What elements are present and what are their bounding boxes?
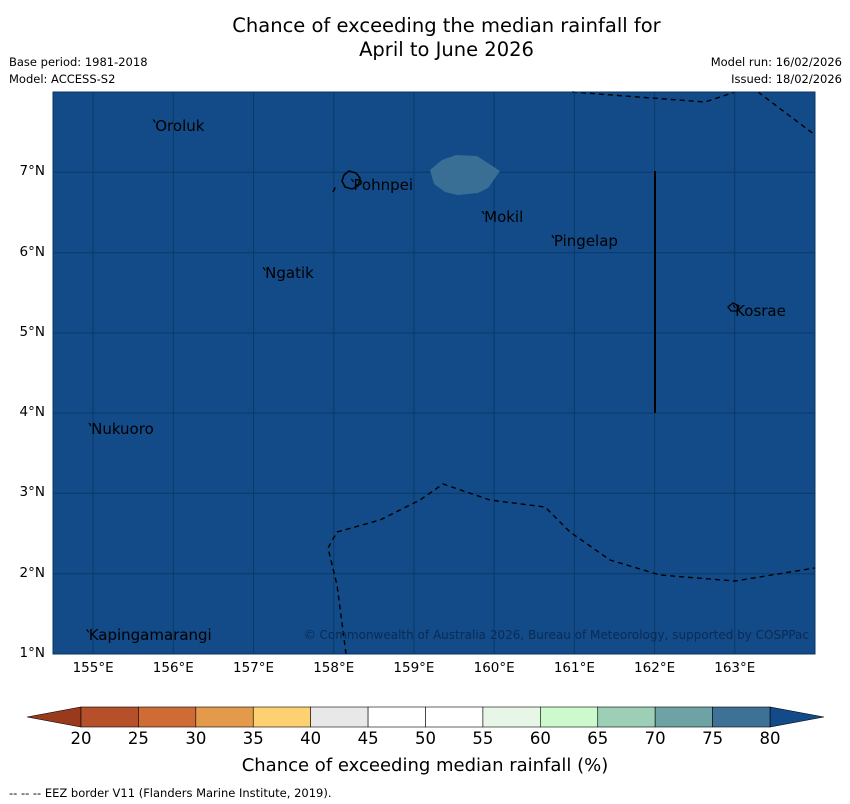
- colorbar-tick-label: 55: [472, 729, 494, 748]
- colorbar-segment: [425, 706, 484, 728]
- map-frame: [52, 91, 816, 655]
- lat-tick-label: 5°N: [19, 323, 45, 340]
- place-marker: [88, 422, 92, 427]
- lat-tick-label: 3°N: [19, 484, 45, 501]
- eez-border-pohnpei-stub: [332, 183, 338, 193]
- colorbar-segment: [252, 706, 311, 728]
- lat-tick-label: 7°N: [19, 163, 45, 180]
- lon-tick-label: 159°E: [393, 660, 435, 676]
- copyright-notice: © Commonwealth of Australia 2026, Bureau…: [303, 628, 809, 642]
- eez-border-northeast: [757, 91, 816, 136]
- colorbar-segment: [80, 706, 139, 728]
- lat-tick-label: 2°N: [19, 564, 45, 581]
- colorbar-tick-label: 40: [300, 729, 322, 748]
- colorbar-tick-label: 50: [415, 729, 436, 748]
- place-marker: [152, 119, 156, 123]
- colorbar-segment: [712, 706, 771, 728]
- place-marker: [262, 266, 266, 271]
- lon-tick-label: 157°E: [232, 660, 275, 676]
- colorbar-tick-label: 25: [127, 729, 149, 748]
- place-label: Kapingamarangi: [88, 626, 212, 645]
- pohnpei-island-outline: [341, 170, 361, 190]
- lon-tick-label: 162°E: [634, 660, 676, 676]
- colorbar-segment: [597, 706, 656, 728]
- colorbar-tick-label: 70: [644, 729, 666, 748]
- place-label: Mokil: [484, 208, 524, 227]
- place-marker: [732, 304, 736, 309]
- colorbar-segment: [367, 706, 426, 728]
- colorbar-segment: [540, 706, 599, 728]
- meta-right: Model run: 16/02/2026 Issued: 18/02/2026: [711, 54, 842, 88]
- place-label: Pingelap: [553, 232, 618, 251]
- eez-borders: [327, 91, 816, 655]
- place-marks: [86, 119, 736, 633]
- title-line-1: Chance of exceeding the median rainfall …: [232, 14, 661, 37]
- lat-tick-label: 1°N: [19, 645, 45, 661]
- colorbar-tick-label: 20: [70, 729, 92, 748]
- colorbar-segment: [310, 706, 369, 728]
- lon-tick-label: 155°E: [72, 660, 114, 676]
- colorbar-tick-label: 60: [529, 729, 551, 748]
- forecast-patch: [430, 155, 500, 195]
- place-marker: [481, 210, 485, 215]
- model-run: Model run: 16/02/2026: [710, 55, 842, 69]
- map-background: [53, 92, 815, 654]
- lon-tick-label: 161°E: [553, 660, 595, 676]
- eez-border-south: [327, 483, 816, 655]
- map-title: Chance of exceeding the median rainfall …: [0, 14, 850, 62]
- colorbar-segment: [195, 706, 254, 728]
- place-label: Nukuoro: [91, 419, 154, 438]
- colorbar-title: Chance of exceeding median rainfall (%): [241, 755, 609, 776]
- place-label: Ngatik: [265, 264, 314, 283]
- meta-left: Base period: 1981-2018 Model: ACCESS-S2: [9, 54, 148, 88]
- colorbar-tick-label: 75: [702, 729, 724, 748]
- title-line-2: April to June 2026: [359, 38, 534, 61]
- lon-tick-label: 158°E: [313, 660, 355, 676]
- colorbar-tick-label: 45: [357, 729, 379, 748]
- colorbar-tick-label: 30: [185, 729, 207, 748]
- colorbar-segment: [138, 706, 197, 728]
- lat-tick-label: 6°N: [19, 243, 45, 260]
- place-label: Oroluk: [155, 116, 205, 135]
- colorbar-under-arrow: [26, 706, 82, 728]
- place-marker: [350, 178, 354, 183]
- place-marker: [551, 234, 555, 239]
- colorbar-tick-label: 80: [759, 729, 781, 748]
- colorbar-tick-label: 35: [242, 729, 264, 748]
- model-name: Model: ACCESS-S2: [9, 72, 116, 86]
- lon-tick-label: 156°E: [152, 660, 194, 676]
- lat-tick-label: 4°N: [19, 404, 45, 421]
- colorbar-tick-label: 65: [587, 729, 609, 748]
- colorbar-segment: [482, 706, 541, 728]
- kosrae-island-outline: [727, 302, 740, 312]
- colorbar-segment: [654, 706, 713, 728]
- lon-tick-label: 163°E: [714, 660, 756, 676]
- place-marker: [86, 628, 90, 633]
- place-label: Pohnpei: [353, 175, 413, 194]
- base-period: Base period: 1981-2018: [9, 55, 148, 69]
- colorbar-over-arrow: [769, 706, 825, 728]
- issued-date: Issued: 18/02/2026: [731, 72, 842, 86]
- lon-tick-label: 160°E: [473, 660, 515, 676]
- eez-footnote: -- -- -- EEZ border V11 (Flanders Marine…: [9, 786, 332, 800]
- place-label: Kosrae: [735, 301, 786, 320]
- colorbar: [26, 706, 825, 728]
- eez-border-north: [571, 91, 736, 103]
